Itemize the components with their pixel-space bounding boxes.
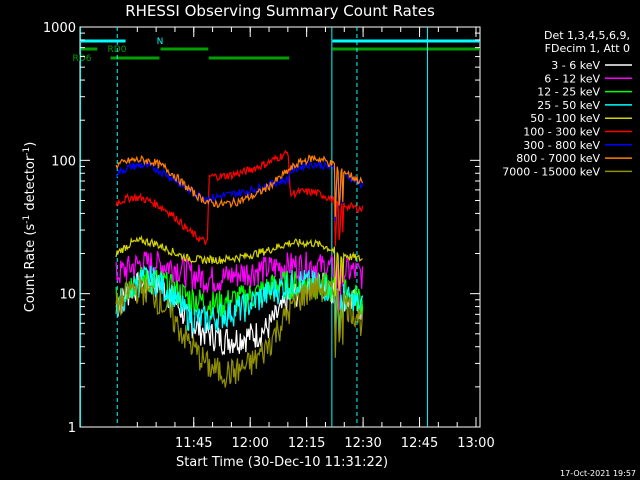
x-tick-label: 12:15 (288, 436, 325, 451)
y-tick-label: 1000 (43, 21, 76, 36)
series-lines (115, 149, 364, 388)
y-tick-label: 100 (51, 154, 76, 169)
x-axis-label: Start Time (30-Dec-10 11:31:22) (176, 455, 388, 470)
flag-label: N (157, 37, 164, 47)
legend-entry-label: 50 - 100 keV (530, 112, 600, 125)
series-line (115, 250, 364, 313)
series-line (115, 275, 364, 388)
x-tick-label: 12:45 (401, 436, 438, 451)
x-tick-label: 11:45 (175, 436, 212, 451)
observing-flags: NRD0RD6 (73, 37, 480, 64)
plot-frame (79, 26, 481, 428)
series-line (116, 159, 364, 221)
y-tick-label: 1 (68, 421, 76, 436)
flag-label: RD6 (73, 54, 92, 64)
legend-entry-label: 300 - 800 keV (523, 139, 600, 152)
x-tick-label: 13:00 (457, 436, 494, 451)
y-axis-label: Count Rate (s-1 detector-1) (22, 142, 38, 313)
chart-title: RHESSI Observing Summary Count Rates (125, 2, 435, 20)
legend-entry-label: 6 - 12 keV (544, 72, 600, 85)
series-line (115, 149, 364, 247)
legend-entry-label: 25 - 50 keV (537, 99, 600, 112)
x-tick-label: 12:00 (231, 436, 268, 451)
legend-entry-label: 3 - 6 keV (551, 59, 600, 72)
axes: 1 10 100 1000 11:45 12:00 12:15 12:30 12:45 13:00 (43, 21, 495, 451)
legend-entry-label: 12 - 25 keV (537, 86, 600, 99)
vertical-markers (80, 27, 428, 427)
legend-entry-label: 800 - 7000 keV (516, 152, 600, 165)
legend-header: Det 1,3,4,5,6,9, (544, 29, 630, 42)
timestamp: 17-Oct-2021 19:57 (560, 469, 636, 478)
legend: Det 1,3,4,5,6,9,FDecim 1, Att 0 3 - 6 keV… (502, 29, 632, 178)
series-line (115, 235, 363, 297)
legend-entry-label: 100 - 300 keV (523, 126, 600, 139)
series-line (115, 154, 364, 217)
y-tick-label: 10 (59, 288, 76, 303)
legend-header: FDecim 1, Att 0 (545, 42, 630, 55)
x-tick-label: 12:30 (344, 436, 381, 451)
legend-entry-label: 7000 - 15000 keV (502, 165, 600, 178)
